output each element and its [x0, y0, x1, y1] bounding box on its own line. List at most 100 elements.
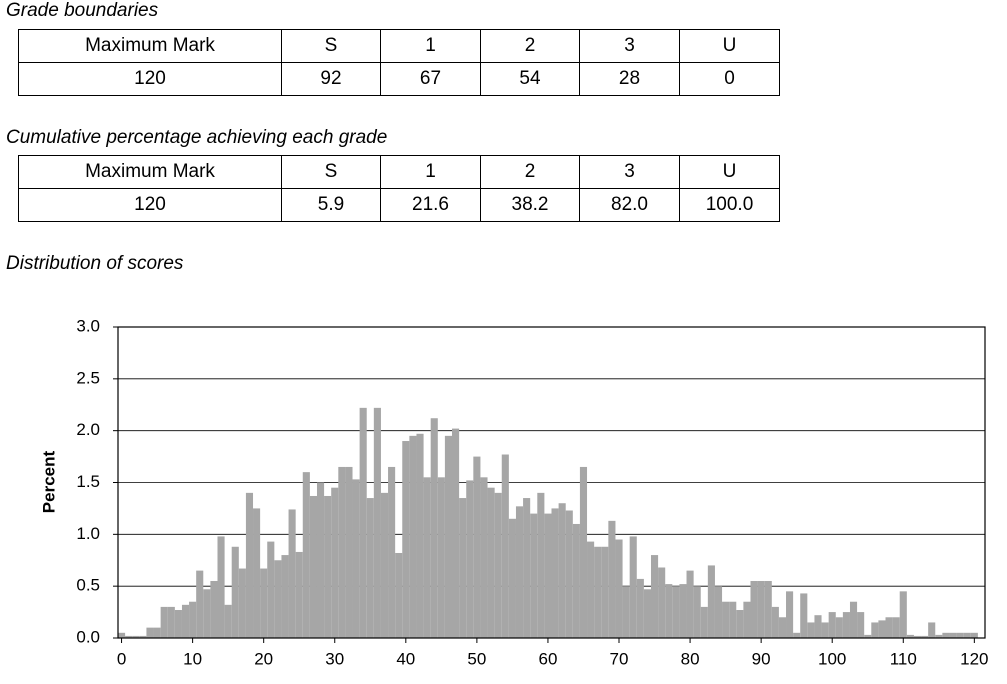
bar [743, 601, 751, 638]
bar [210, 580, 218, 638]
bar [274, 560, 282, 638]
bar [366, 498, 374, 638]
bar [501, 454, 509, 638]
bar [331, 487, 339, 638]
y-tick-label: 3.0 [76, 316, 100, 335]
x-tick-label: 60 [538, 649, 557, 668]
bar [565, 510, 573, 638]
bar [316, 482, 325, 638]
y-tick-label: 2.0 [76, 420, 100, 439]
bar [139, 635, 147, 638]
bar [324, 495, 332, 638]
section-title: Cumulative percentage achieving each gra… [6, 127, 388, 148]
bar [892, 617, 900, 638]
bar [864, 634, 872, 638]
bar [452, 428, 460, 638]
bar [203, 589, 211, 638]
x-tick-label: 70 [610, 649, 629, 668]
bar [636, 578, 644, 638]
bar [281, 555, 289, 638]
bar [302, 472, 310, 638]
bar [608, 520, 616, 638]
bar [551, 508, 559, 638]
bar [587, 541, 595, 638]
bar [594, 546, 602, 638]
bar [849, 601, 858, 638]
bar [679, 584, 687, 638]
bar [480, 477, 488, 638]
x-tick-label: 30 [325, 649, 344, 668]
bar [871, 622, 879, 638]
bar [629, 536, 637, 638]
y-tick-label: 0.5 [76, 576, 100, 595]
bar [395, 552, 403, 638]
bar [828, 612, 836, 638]
bar [309, 495, 317, 638]
bar [665, 584, 673, 638]
bar [245, 492, 254, 638]
bar [544, 513, 552, 638]
bar [906, 634, 914, 638]
table-row: 120 5.9 21.6 38.2 82.0 100.0 [18, 188, 780, 222]
bar [693, 586, 701, 638]
bar [771, 606, 779, 638]
bar [579, 466, 588, 638]
x-tick-label: 0 [117, 649, 126, 668]
bar [857, 612, 865, 638]
table-cell: 120 [18, 188, 282, 222]
bar [537, 492, 545, 638]
bar [707, 565, 715, 638]
table-cell: U [679, 155, 780, 189]
table-cell: 1 [380, 29, 481, 63]
bar [430, 418, 438, 638]
bar [757, 580, 765, 638]
bar [466, 480, 474, 638]
section-title: Grade boundaries [6, 0, 159, 21]
x-tick-label: 10 [183, 649, 202, 668]
table-cell: S [281, 155, 381, 189]
table-cell: U [679, 29, 780, 63]
bar [842, 612, 850, 638]
bar [189, 601, 197, 638]
bar [821, 622, 829, 638]
bar [253, 508, 261, 638]
y-tick-label: 0.0 [76, 627, 100, 646]
bar [835, 617, 843, 638]
bar [786, 591, 794, 638]
bar [494, 492, 502, 638]
table-cell: 28 [579, 62, 680, 96]
table-cell: 3 [579, 155, 680, 189]
table-cell: 21.6 [380, 188, 481, 222]
table-cell: Maximum Mark [18, 155, 282, 189]
bar [402, 441, 410, 638]
table-cell: Maximum Mark [18, 29, 282, 63]
bar [409, 435, 417, 638]
table-cell: 1 [380, 155, 481, 189]
table-cell: 5.9 [281, 188, 381, 222]
bar [672, 586, 680, 638]
bar [764, 580, 772, 638]
bar [814, 615, 822, 638]
table-cell: 54 [480, 62, 580, 96]
bar [558, 503, 566, 638]
bar [956, 632, 964, 638]
table-cell: 0 [679, 62, 780, 96]
bar [359, 407, 367, 638]
bar [643, 589, 651, 638]
y-tick-label: 1.0 [76, 524, 100, 543]
grade-table: Maximum Mark S 1 2 3 U 120 5.9 21.6 38.2 82.0 100.0 [18, 155, 780, 222]
bar [373, 407, 381, 638]
bar [380, 492, 389, 638]
bar [722, 601, 730, 638]
y-tick-label: 1.5 [76, 472, 100, 491]
bar [714, 586, 723, 638]
bar [921, 635, 929, 638]
table-row: 120 92 67 54 28 0 [18, 62, 780, 96]
bar [750, 580, 758, 638]
plot-frame [117, 326, 986, 639]
bar [352, 479, 360, 638]
x-tick-label: 50 [467, 649, 486, 668]
table-row: Maximum Mark S 1 2 3 U [18, 29, 780, 63]
bar [132, 635, 140, 638]
